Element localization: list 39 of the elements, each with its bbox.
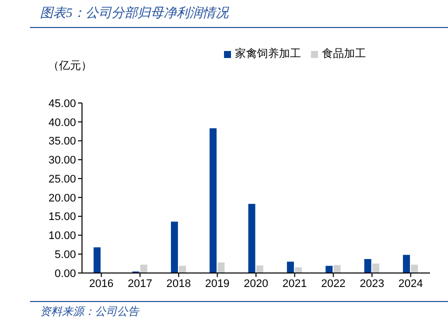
bar: [94, 247, 101, 273]
bar: [334, 265, 341, 273]
x-tick-label: 2022: [321, 278, 346, 290]
bar: [218, 262, 225, 273]
bar: [256, 265, 264, 273]
x-tick-label: 2021: [282, 278, 307, 290]
bar: [402, 254, 410, 273]
bar: [210, 128, 217, 273]
bar: [410, 264, 418, 273]
y-tick-label: 45.00: [48, 98, 76, 110]
bar: [178, 266, 186, 273]
x-tick-label: 2017: [128, 278, 152, 290]
y-tick-label: 15.00: [48, 211, 76, 224]
y-tick-label: 5.00: [54, 249, 76, 262]
x-tick-label: 2016: [89, 278, 114, 290]
y-tick-label: 40.00: [48, 116, 76, 129]
x-tick-label: 2020: [244, 278, 268, 290]
text: 资料来源：公司公告: [40, 306, 139, 318]
bar: [170, 222, 178, 273]
chart-title: 图表5：公司分部归母净利润情况: [40, 4, 228, 22]
y-tick-label: 30.00: [48, 154, 76, 167]
bar: [286, 262, 294, 273]
y-tick-label: 0.00: [54, 268, 76, 280]
bar: [140, 264, 148, 273]
y-tick-label: 25.00: [48, 173, 76, 186]
x-tick-label: 2023: [360, 278, 384, 290]
legend-label: 食品加工: [322, 47, 366, 60]
x-tick-label: 2018: [166, 278, 191, 290]
x-tick-label: 2019: [205, 278, 230, 290]
y-axis-title: （亿元）: [48, 59, 92, 73]
bar: [248, 204, 256, 273]
bar: [372, 264, 380, 273]
y-tick-label: 35.00: [48, 136, 76, 148]
bar: [364, 259, 372, 273]
legend-label: 家禽饲养加工: [235, 47, 301, 60]
y-tick-label: 20.00: [48, 192, 76, 204]
y-tick-label: 10.00: [48, 230, 76, 242]
bar: [326, 266, 333, 273]
x-tick-label: 2024: [398, 278, 423, 290]
